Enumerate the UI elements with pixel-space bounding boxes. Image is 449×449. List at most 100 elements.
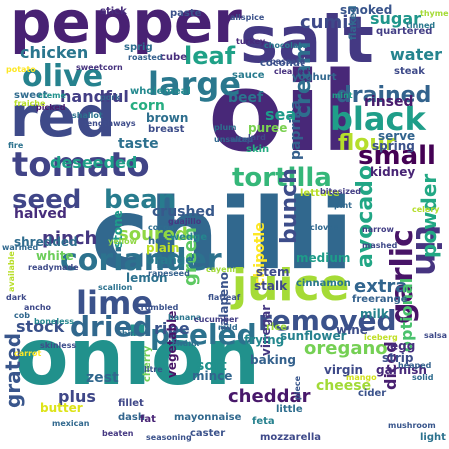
word-jalapeno: jalapeno xyxy=(217,272,231,331)
word-sweet: sweet xyxy=(14,90,48,101)
word-vinegar: vinegar xyxy=(259,305,273,356)
word-crushed: crushed xyxy=(152,204,215,220)
word-picked: picked xyxy=(36,103,66,112)
word-scallion: scallion xyxy=(98,283,133,292)
word-thyme: thyme xyxy=(420,9,449,18)
word-litre: litre xyxy=(144,365,163,374)
word-ripe: ripe xyxy=(154,319,190,338)
word-flour: flour xyxy=(338,131,396,156)
word-strip: strip xyxy=(382,351,414,365)
word-mayonnaise: mayonnaise xyxy=(174,412,242,423)
word-stock: stock xyxy=(16,317,65,336)
word-wedge: wedge xyxy=(170,232,207,243)
word-deseeded: deseeded xyxy=(50,153,137,172)
word-soft: soft xyxy=(196,358,227,374)
word-skin: skin xyxy=(246,144,269,155)
word-sugar: sugar xyxy=(370,9,421,28)
word-cube: cube xyxy=(160,52,187,63)
word-green: green xyxy=(180,227,201,286)
word-large: large xyxy=(148,65,241,103)
word-optional: optional xyxy=(397,278,416,352)
word-caster: caster xyxy=(190,428,225,439)
word-chipotle: chipotle xyxy=(252,222,268,286)
word-mozzarella: mozzarella xyxy=(260,432,321,443)
word-roasted: roasted xyxy=(128,53,163,62)
word-lard: lard xyxy=(248,133,266,142)
word-serve: serve xyxy=(378,129,415,143)
word-cheese: cheese xyxy=(316,378,371,394)
word-dash: dash xyxy=(118,412,145,423)
word-rinsed: rinsed xyxy=(364,94,414,110)
word-celery: celery xyxy=(412,205,440,214)
word-taste: taste xyxy=(118,136,159,152)
word-grated: grated xyxy=(1,333,25,408)
word-pinch: pinch xyxy=(42,228,97,249)
word-peeled: peeled xyxy=(150,318,257,351)
word-stem: stem xyxy=(256,265,290,279)
word-red: red xyxy=(10,85,116,150)
word-quartered: quartered xyxy=(376,26,432,37)
word-chilli: chilli xyxy=(91,178,353,292)
word-halved: halved xyxy=(14,206,67,222)
word-yellow: yellow xyxy=(108,237,138,246)
word-milk: milk xyxy=(360,307,390,321)
word-turkey: turkey xyxy=(236,37,266,46)
word-powder: powder xyxy=(417,174,441,258)
word-pork: pork xyxy=(100,93,121,102)
word-beaten: beaten xyxy=(102,429,134,438)
word-pint: pint xyxy=(334,201,352,210)
word-shallot: shallot xyxy=(72,111,103,120)
word-vegetable: vegetable xyxy=(165,311,179,378)
word-egg: egg xyxy=(390,339,415,353)
word-cocoa: cocoa xyxy=(148,223,174,232)
word-beef: beef xyxy=(228,90,264,106)
word-bean: bean xyxy=(104,185,176,215)
word-hot: hot xyxy=(148,236,167,247)
word-chicken: chicken xyxy=(20,43,88,62)
word-tortilla: tortilla xyxy=(232,163,332,193)
word-flatleaf: flatleaf xyxy=(208,293,241,302)
word-steak: steak xyxy=(394,66,425,77)
word-water: water xyxy=(390,45,442,64)
word-seasoning: seasoning xyxy=(146,433,192,442)
word-rapeseed: rapeseed xyxy=(148,269,190,278)
word-cinnamon: cinnamon xyxy=(296,278,351,289)
word-small: small xyxy=(358,141,436,171)
word-onion: onion xyxy=(15,313,260,403)
word-garnish: garnish xyxy=(376,363,427,377)
word-banana: banana xyxy=(168,313,201,322)
word-mushroom: mushroom xyxy=(388,421,436,430)
word-diced: diced xyxy=(381,341,400,390)
word-wholemeal: wholemeal xyxy=(130,86,191,97)
word-wrap: wrap xyxy=(230,135,253,144)
word-corn: corn xyxy=(130,98,165,114)
word-freerange: freerange xyxy=(352,294,408,305)
word-oregano: oregano xyxy=(304,338,388,359)
word-kidney: kidney xyxy=(370,165,415,179)
word-narrow: narrow xyxy=(362,225,394,234)
word-sprig: sprig xyxy=(124,42,153,53)
word-frying: frying xyxy=(244,333,284,347)
word-cloves: cloves xyxy=(310,223,339,232)
word-feta: feta xyxy=(252,416,275,427)
word-cob: cob xyxy=(14,311,30,320)
word-fat: fat xyxy=(140,414,156,425)
word-carrot: carrot xyxy=(14,349,42,358)
word-solid: solid xyxy=(412,373,434,382)
word-boneless: boneless xyxy=(34,317,74,326)
word-black: black xyxy=(330,100,426,138)
word-mashed: mashed xyxy=(362,241,398,250)
word-salsa: salsa xyxy=(424,331,447,340)
word-spring: spring xyxy=(372,139,415,153)
word-sea: sea xyxy=(265,105,296,124)
word-lengthways: lengthways xyxy=(84,119,136,128)
word-zest: zest xyxy=(86,370,119,386)
word-plus: plus xyxy=(58,387,96,406)
word-stick: stick xyxy=(100,6,127,17)
word-paprika: paprika xyxy=(288,100,304,160)
word-heaped: heaped xyxy=(398,361,432,370)
word-lime: lime xyxy=(76,284,153,322)
word-iceberg: iceberg xyxy=(364,333,398,342)
word-allspice: allspice xyxy=(230,13,265,22)
word-paste: paste xyxy=(170,8,202,19)
